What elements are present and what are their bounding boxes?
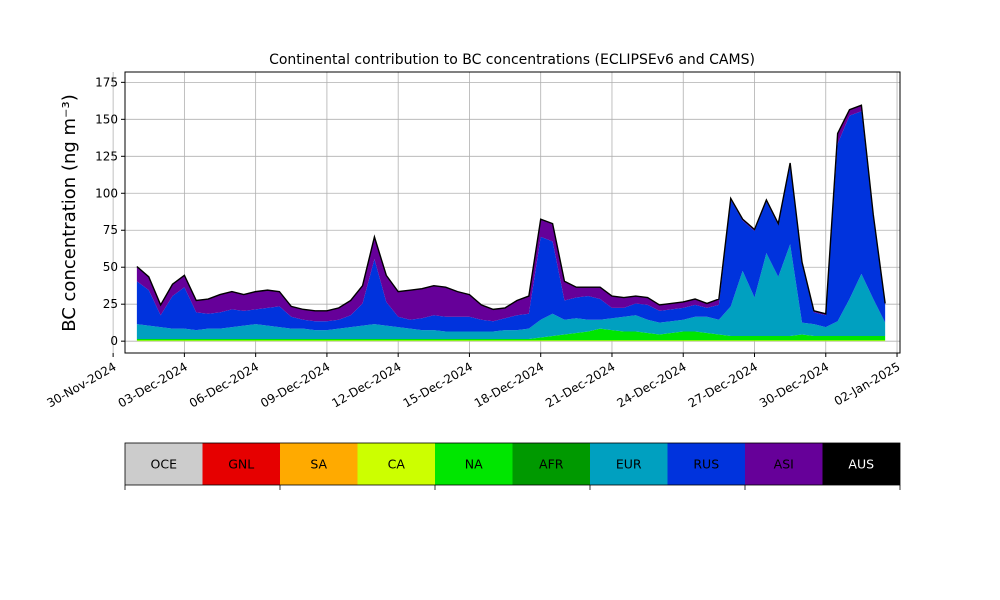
y-axis-label: BC concentration (ng m⁻³) bbox=[59, 94, 80, 332]
x-tick-label-2: 06-Dec-2024 bbox=[187, 359, 261, 410]
x-tick-label-11: 02-Jan-2025 bbox=[832, 359, 903, 408]
y-tick-label-2: 50 bbox=[103, 260, 118, 274]
legend-swatch-rus bbox=[667, 443, 745, 485]
y-tick-label-6: 150 bbox=[95, 112, 118, 126]
legend-label-ca: CA bbox=[388, 457, 406, 472]
plot-area: 30-Nov-202403-Dec-202406-Dec-202409-Dec-… bbox=[44, 71, 903, 410]
area-eur bbox=[136, 244, 886, 339]
x-tick-label-3: 09-Dec-2024 bbox=[258, 359, 332, 410]
x-tick-label-8: 24-Dec-2024 bbox=[614, 359, 688, 410]
legend-label-rus: RUS bbox=[693, 457, 719, 472]
x-axis: 30-Nov-202403-Dec-202406-Dec-202409-Dec-… bbox=[44, 353, 903, 410]
y-tick-label-3: 75 bbox=[103, 223, 118, 237]
x-tick-label-0: 30-Nov-2024 bbox=[44, 359, 118, 410]
y-tick-label-7: 175 bbox=[95, 75, 118, 89]
x-tick-label-6: 18-Dec-2024 bbox=[472, 359, 546, 410]
legend-label-afr: AFR bbox=[539, 457, 564, 472]
x-tick-label-5: 15-Dec-2024 bbox=[401, 359, 475, 410]
x-tick-label-10: 30-Dec-2024 bbox=[757, 359, 831, 410]
area-ca bbox=[136, 340, 886, 342]
legend-colorbar: OCE GNL SA CA NA AFR EUR RUS ASI AUS bbox=[124, 442, 901, 490]
legend-swatch-oce bbox=[125, 443, 203, 485]
legend-swatch-na bbox=[435, 443, 513, 485]
plot-frame bbox=[124, 71, 901, 354]
legend-label-na: NA bbox=[465, 457, 483, 472]
y-tick-label-1: 25 bbox=[103, 297, 118, 311]
legend-label-asi: ASI bbox=[774, 457, 794, 472]
legend-swatch-eur bbox=[590, 443, 668, 485]
legend-label-oce: OCE bbox=[151, 457, 178, 472]
legend-swatch-gnl bbox=[202, 443, 280, 485]
y-tick-label-0: 0 bbox=[110, 334, 118, 348]
legend-label-sa: SA bbox=[310, 457, 327, 472]
y-tick-label-4: 100 bbox=[95, 186, 118, 200]
y-tick-label-5: 125 bbox=[95, 149, 118, 163]
x-tick-label-9: 27-Dec-2024 bbox=[686, 359, 760, 410]
legend-label-gnl: GNL bbox=[228, 457, 254, 472]
legend-swatch-sa bbox=[280, 443, 358, 485]
total-line bbox=[136, 104, 886, 315]
x-tick-label-1: 03-Dec-2024 bbox=[116, 359, 190, 410]
legend-frame bbox=[124, 442, 901, 486]
chart-title: Continental contribution to BC concentra… bbox=[269, 52, 755, 68]
legend-swatch-asi bbox=[745, 443, 823, 485]
area-asi bbox=[136, 105, 886, 322]
x-tick-label-7: 21-Dec-2024 bbox=[543, 359, 617, 410]
legend-swatch-ca bbox=[357, 443, 435, 485]
stacked-areas bbox=[136, 105, 886, 342]
legend-label-eur: EUR bbox=[616, 457, 642, 472]
legend-swatch-aus bbox=[822, 443, 900, 485]
area-rus bbox=[136, 111, 886, 332]
legend-label-aus: AUS bbox=[848, 457, 874, 472]
x-tick-label-4: 12-Dec-2024 bbox=[329, 359, 403, 410]
area-na bbox=[136, 328, 886, 341]
legend-swatch-afr bbox=[512, 443, 590, 485]
y-axis: 0 25 50 75 100 125 150 175 bbox=[95, 75, 125, 348]
